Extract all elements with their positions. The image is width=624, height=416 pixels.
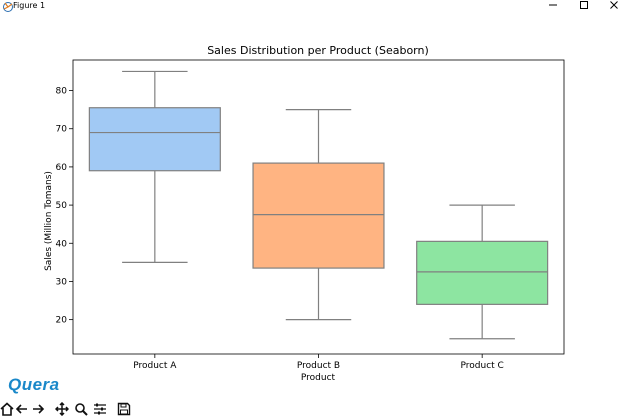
x-tick-label: Product B: [297, 361, 340, 371]
iqr-box: [252, 162, 385, 269]
forward-icon[interactable]: [31, 402, 45, 416]
y-tick-label: 80: [56, 87, 68, 97]
window-titlebar: Figure 1: [0, 0, 624, 14]
boxplot-chart: Sales Distribution per Product (Seaborn)…: [44, 44, 565, 383]
back-icon[interactable]: [15, 402, 29, 416]
close-button[interactable]: [599, 0, 624, 10]
save-icon[interactable]: [117, 402, 131, 416]
configure-subplots-icon[interactable]: [93, 402, 107, 416]
box-product-a: [88, 70, 221, 263]
x-axis-label: Product: [301, 373, 336, 383]
figure-canvas: Sales Distribution per Product (Seaborn)…: [0, 14, 624, 393]
y-tick-label: 40: [56, 239, 68, 249]
iqr-box: [416, 240, 549, 305]
box-series: [88, 70, 549, 340]
x-tick-label: Product A: [133, 361, 177, 371]
minimize-icon: [549, 4, 557, 6]
navigation-toolbar: [0, 400, 624, 416]
y-tick-label: 60: [56, 163, 68, 173]
box-product-b: [252, 109, 385, 321]
window-title: Figure 1: [13, 1, 46, 10]
chart-title: Sales Distribution per Product (Seaborn): [207, 44, 429, 57]
y-axis-ticks: 20 30 40 50 60 70 80: [56, 87, 73, 326]
axes-frame: [72, 59, 565, 355]
maximize-icon: [580, 1, 588, 9]
maximize-button[interactable]: [569, 0, 599, 10]
iqr-box: [88, 107, 221, 172]
quera-watermark: Quera: [8, 375, 60, 394]
pan-icon[interactable]: [55, 402, 69, 416]
y-tick-label: 50: [56, 201, 68, 211]
x-axis-ticks: Product A Product B Product C: [133, 354, 504, 371]
minimize-button[interactable]: [538, 0, 568, 10]
y-tick-label: 70: [56, 125, 68, 135]
close-icon: [610, 1, 618, 9]
zoom-icon[interactable]: [74, 402, 88, 416]
y-axis-label: Sales (Million Tomans): [44, 171, 54, 271]
home-icon[interactable]: [0, 402, 14, 416]
matplotlib-icon: [3, 2, 13, 12]
x-tick-label: Product C: [461, 361, 504, 371]
box-product-c: [416, 204, 549, 340]
y-tick-label: 20: [56, 316, 68, 326]
y-tick-label: 30: [56, 277, 68, 287]
